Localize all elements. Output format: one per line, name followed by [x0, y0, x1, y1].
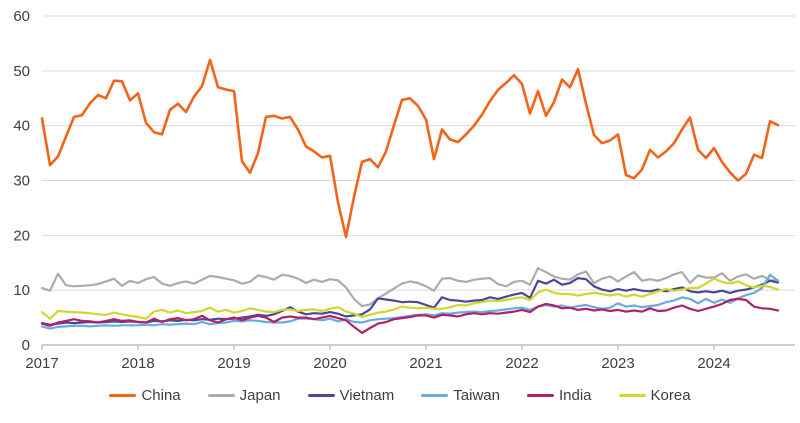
legend-label: China [141, 387, 181, 404]
legend-swatch [109, 394, 137, 397]
legend: China Japan Vietnam Taiwan India Korea [0, 388, 800, 403]
legend-swatch [307, 394, 335, 397]
legend-swatch [207, 394, 235, 397]
series-line-japan [40, 267, 780, 308]
series-lines [40, 58, 780, 334]
x-tick-label-2018: 2018 [121, 355, 154, 372]
gridlines [42, 15, 795, 291]
legend-label: Korea [650, 387, 691, 404]
y-tick-label-30: 30 [13, 173, 30, 190]
y-tick-label-50: 50 [13, 63, 30, 80]
series-line-china [40, 58, 780, 239]
legend-label: Japan [239, 387, 281, 404]
y-tick-label-60: 60 [13, 8, 30, 25]
legend-label: India [558, 387, 592, 404]
legend-item-india: India [526, 387, 592, 404]
series-line-india [40, 297, 780, 334]
legend-item-china: China [109, 387, 181, 404]
x-tick-label-2022: 2022 [505, 355, 538, 372]
legend-swatch [421, 394, 449, 397]
x-tick-label-2023: 2023 [601, 355, 634, 372]
x-tick-label-2021: 2021 [409, 355, 442, 372]
x-axis-labels: 2017 2018 2019 2020 2021 2022 2023 2024 [25, 355, 730, 372]
series-line-korea [40, 277, 780, 320]
legend-item-vietnam: Vietnam [307, 387, 395, 404]
y-tick-label-0: 0 [22, 337, 30, 354]
legend-item-korea: Korea [618, 387, 691, 404]
y-tick-label-40: 40 [13, 118, 30, 135]
y-tick-label-10: 10 [13, 282, 30, 299]
x-axis [41, 344, 795, 350]
legend-item-japan: Japan [207, 387, 281, 404]
x-tick-label-2024: 2024 [697, 355, 730, 372]
x-tick-label-2019: 2019 [217, 355, 250, 372]
legend-swatch [618, 394, 646, 397]
x-tick-label-2020: 2020 [313, 355, 346, 372]
legend-item-taiwan: Taiwan [421, 388, 500, 403]
y-axis-labels: 0 10 20 30 40 50 60 [13, 8, 30, 354]
legend-label: Vietnam [339, 387, 395, 404]
x-tick-label-2017: 2017 [25, 355, 58, 372]
legend-label: Taiwan [453, 387, 500, 404]
y-tick-label-20: 20 [13, 227, 30, 244]
legend-swatch [526, 394, 554, 397]
